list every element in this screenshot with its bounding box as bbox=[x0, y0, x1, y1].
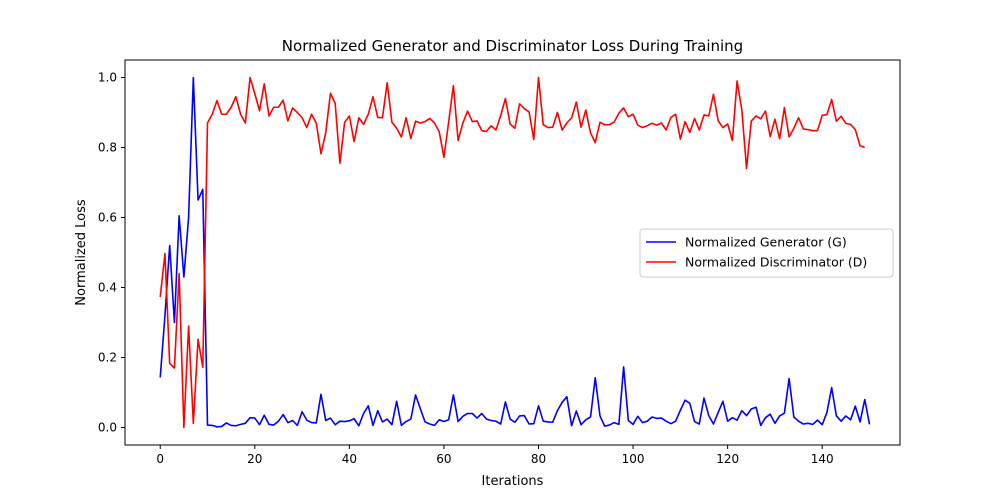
discriminator-loss-line bbox=[159, 76, 866, 429]
y-tick-label: 0.6 bbox=[98, 211, 117, 225]
plot-frame bbox=[124, 59, 901, 446]
legend-box bbox=[639, 228, 894, 278]
y-tick-label: 0.4 bbox=[98, 281, 117, 295]
y-axis-label: Normalized Loss bbox=[74, 199, 89, 306]
generator-loss-line bbox=[159, 76, 871, 428]
legend: Normalized Generator (G) Normalized Discr… bbox=[639, 228, 894, 278]
y-tick-label: 0.2 bbox=[98, 351, 117, 365]
x-axis-label: Iterations bbox=[482, 474, 544, 489]
plot-area bbox=[159, 76, 871, 429]
legend-label-generator: Normalized Generator (G) bbox=[685, 235, 847, 250]
x-tick-label: 80 bbox=[531, 452, 546, 466]
x-tick-label: 100 bbox=[622, 452, 645, 466]
x-tick-label: 20 bbox=[247, 452, 262, 466]
y-tick-label: 0.0 bbox=[98, 421, 117, 435]
x-tick-label: 140 bbox=[811, 452, 834, 466]
x-tick-label: 60 bbox=[436, 452, 451, 466]
x-tick-label: 120 bbox=[716, 452, 739, 466]
y-tick-label: 0.8 bbox=[98, 141, 117, 155]
y-tick-label: 1.0 bbox=[98, 71, 117, 85]
axes: 0 20 40 60 80 100 120 140 0.0 0.2 0.4 0.6 0.8 1.0 bbox=[98, 71, 834, 467]
chart-title: Normalized Generator and Discriminator L… bbox=[282, 37, 743, 55]
x-tick-label: 40 bbox=[342, 452, 357, 466]
x-tick-label: 0 bbox=[156, 452, 164, 466]
legend-label-discriminator: Normalized Discriminator (D) bbox=[685, 255, 867, 270]
